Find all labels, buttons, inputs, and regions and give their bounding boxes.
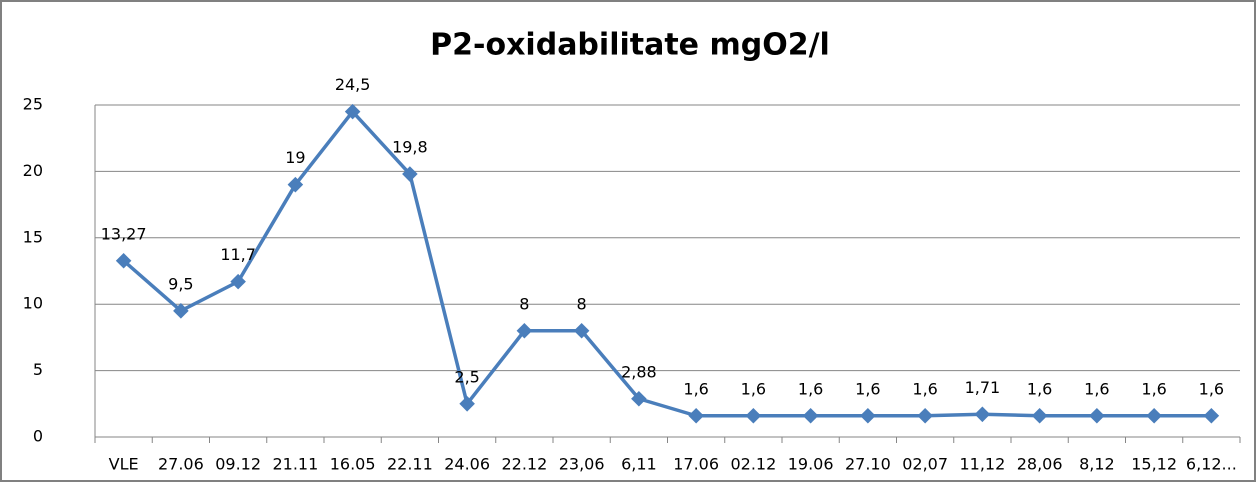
data-label: 8 (519, 294, 529, 313)
y-tick-label: 25 (23, 95, 43, 114)
x-tick-label: 27.10 (845, 455, 891, 474)
y-tick-label: 5 (33, 360, 43, 379)
x-tick-label: 11,12 (959, 455, 1005, 474)
data-label: 1,6 (855, 379, 880, 398)
x-tick-label: VLE (109, 455, 139, 474)
point-marker (1146, 407, 1162, 424)
data-label: 2,88 (621, 362, 657, 381)
point-marker (230, 273, 246, 290)
point-marker (287, 176, 304, 193)
point-marker (173, 303, 189, 319)
y-tick-label: 20 (23, 161, 43, 180)
x-tick-label: 8,12 (1079, 455, 1115, 474)
data-label: 13,27 (101, 224, 147, 243)
data-label: 1,6 (798, 379, 823, 398)
x-tick-label: 16.05 (330, 455, 376, 474)
x-tick-label: 28,06 (1017, 455, 1063, 474)
data-label: 1,6 (1199, 379, 1224, 398)
data-label: 24,5 (335, 75, 371, 94)
y-tick-label: 15 (23, 227, 43, 246)
x-tick-label: 19.06 (788, 455, 834, 474)
x-tick-label: 6,11 (621, 455, 657, 474)
data-label: 1,6 (741, 379, 766, 398)
point-marker (115, 252, 132, 269)
x-tick-label: 6,12... (1186, 455, 1237, 474)
x-tick-label: 09.12 (215, 455, 261, 474)
point-marker (1031, 407, 1048, 424)
x-tick-label: 17.06 (673, 455, 719, 474)
data-label: 1,6 (1141, 379, 1166, 398)
x-tick-label: 23,06 (559, 455, 605, 474)
x-tick-label: 22.11 (387, 455, 433, 474)
data-label: 1,6 (1027, 379, 1052, 398)
data-label: 1,71 (965, 378, 1001, 397)
data-label: 1,6 (912, 379, 937, 398)
point-marker (1089, 407, 1105, 424)
data-label: 19,8 (392, 138, 428, 157)
point-marker (1203, 407, 1220, 424)
y-tick-label: 10 (23, 294, 43, 313)
x-tick-label: 27.06 (158, 455, 204, 474)
point-marker (402, 166, 418, 182)
data-label: 1,6 (1084, 379, 1109, 398)
data-label: 2,5 (454, 367, 479, 386)
data-label: 9,5 (168, 274, 193, 293)
x-tick-label: 22.12 (501, 455, 547, 474)
y-tick-label: 0 (33, 427, 43, 446)
x-tick-label: 15,12 (1131, 455, 1177, 474)
data-label: 19 (285, 148, 305, 167)
x-tick-label: 02.12 (730, 455, 776, 474)
data-label: 1,6 (683, 379, 708, 398)
line (122, 109, 1212, 418)
x-tick-label: 02,07 (902, 455, 948, 474)
chart-title: P2-oxidabilitate mgO2/l (430, 28, 830, 63)
data-label: 8 (577, 294, 587, 313)
x-tick-label: 21.11 (272, 455, 318, 474)
x-tick-label: 24.06 (444, 455, 490, 474)
data-label: 11,7 (220, 245, 256, 264)
